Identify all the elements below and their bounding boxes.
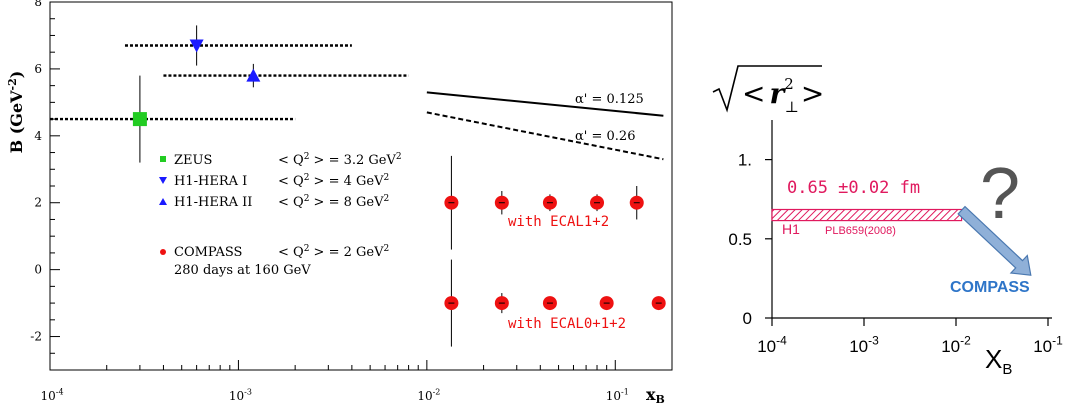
legend-compass-note: 280 days at 160 GeV <box>174 263 311 278</box>
question-mark: ? <box>980 154 1020 234</box>
right-x-tick-label: 10-3 <box>849 333 879 356</box>
left-chart: 10-4 10-3 10-2 10-1 -2 0 2 4 6 8 B (GeV-2) xB α'… <box>6 0 673 406</box>
left-legend: ZEUS < Q2 > = 3.2 GeV2 H1-HERA I < Q2 > … <box>159 152 402 278</box>
trend-label-0125: α' = 0.125 <box>575 92 644 107</box>
left-y-axis-label: B (GeV-2) <box>6 71 26 154</box>
annotation-ecal12: with ECAL1+2 <box>508 214 609 230</box>
right-chart: < r2 ⊥> 10-4 10-3 10-2 10-1 0 0.5 1. 0.65 ±0.02… <box>712 65 1063 378</box>
left-y-tick-label: 6 <box>34 62 42 76</box>
left-y-tick-label: -2 <box>30 330 42 344</box>
h1-hera-ii-point <box>246 68 261 82</box>
right-y-tick-label: 0 <box>743 309 752 328</box>
legend-name-zeus: ZEUS <box>174 153 212 168</box>
left-y-tick-labels: -2 0 2 4 6 8 <box>30 0 42 344</box>
h1-hera-i-point <box>189 39 204 53</box>
trend-label-026: α' = 0.26 <box>575 129 635 144</box>
left-y-tick-label: 2 <box>34 196 42 210</box>
left-y-tick-label: 4 <box>34 129 42 143</box>
h1-label: H1 <box>782 221 800 237</box>
right-x-tick-label: 10-2 <box>941 333 971 356</box>
right-y-tick-label: 0.5 <box>728 230 752 249</box>
right-y-tick-labels: 0 0.5 1. <box>728 151 752 328</box>
legend-q2-compass: < Q2 > = 2 GeV2 <box>278 244 389 260</box>
left-tick-marks <box>49 1 673 371</box>
right-tick-marks <box>765 159 1049 326</box>
left-y-tick-label: 8 <box>34 0 42 9</box>
legend-marker-compass <box>160 249 166 255</box>
legend-marker-zeus <box>160 156 166 162</box>
compass-label: COMPASS <box>950 279 1030 296</box>
legend-marker-h1-hera-ii <box>159 198 167 205</box>
left-y-tick-label: 0 <box>34 263 42 277</box>
legend-name-compass: COMPASS <box>174 245 242 260</box>
right-x-axis-label: XB <box>985 344 1012 378</box>
left-x-tick-label: 10-2 <box>417 388 440 403</box>
trend-line-dashed <box>426 111 664 161</box>
reference-label: PLB659(2008) <box>825 225 896 237</box>
right-x-tick-labels: 10-4 10-3 10-2 10-1 <box>757 333 1063 356</box>
trend-line-solid <box>426 91 664 117</box>
left-data-points <box>132 25 666 347</box>
sqrt-sign-icon <box>712 65 822 113</box>
h1-radius-band <box>771 208 963 222</box>
left-x-tick-labels: 10-4 10-3 10-2 10-1 <box>40 388 628 403</box>
right-x-tick-label: 10-1 <box>1033 333 1063 356</box>
left-x-tick-label: 10-3 <box>229 388 252 403</box>
left-x-tick-label: 10-1 <box>606 388 629 403</box>
left-x-axis-label: xB <box>646 385 665 406</box>
band-value-label: 0.65 ±0.02 fm <box>787 178 920 198</box>
right-y-axis-label: < r2 ⊥> <box>742 75 824 116</box>
right-y-tick-label: 1. <box>738 151 752 170</box>
compass-projection-arrow <box>957 205 1032 276</box>
legend-q2-h1-hera-ii: < Q2 > = 8 GeV2 <box>278 194 389 210</box>
left-trend-lines <box>426 91 664 161</box>
left-x-tick-label: 10-4 <box>40 388 63 403</box>
zeus-point <box>132 112 147 127</box>
legend-q2-zeus: < Q2 > = 3.2 GeV2 <box>278 152 402 168</box>
right-x-tick-label: 10-4 <box>757 333 787 356</box>
legend-marker-h1-hera-i <box>159 177 167 184</box>
legend-name-h1-hera-ii: H1-HERA II <box>174 195 252 210</box>
annotation-ecal012: with ECAL0+1+2 <box>508 316 626 332</box>
legend-q2-h1-hera-i: < Q2 > = 4 GeV2 <box>278 173 389 189</box>
left-x-error-bars <box>50 44 409 121</box>
legend-name-h1-hera-i: H1-HERA I <box>174 174 247 189</box>
